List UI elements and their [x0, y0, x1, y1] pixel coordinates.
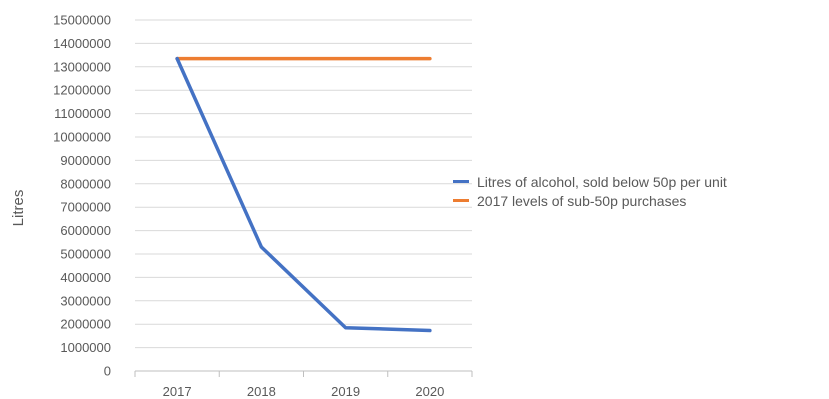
- y-axis-tick-labels: 0 1000000 2000000 3000000 4000000 5000000 6000…: [53, 13, 111, 379]
- y-axis-title: Litres: [10, 190, 27, 227]
- legend-item-series-1: Litres of alcohol, sold below 50p per un…: [453, 172, 727, 191]
- x-axis-tick-labels: 2017 2018 2019 2020: [163, 384, 445, 399]
- y-tick-label: 9000000: [60, 153, 111, 168]
- y-tick-label: 8000000: [60, 176, 111, 191]
- y-tick-label: 0: [104, 364, 111, 379]
- x-tick-label: 2018: [247, 384, 276, 399]
- y-tick-label: 2000000: [60, 317, 111, 332]
- x-tick-label: 2020: [415, 384, 444, 399]
- legend-swatch-series-2: [453, 199, 469, 202]
- legend-label-series-2: 2017 levels of sub-50p purchases: [477, 192, 687, 209]
- y-tick-label: 5000000: [60, 247, 111, 262]
- chart-legend: Litres of alcohol, sold below 50p per un…: [453, 172, 727, 210]
- y-tick-label: 3000000: [60, 293, 111, 308]
- legend-swatch-series-1: [453, 180, 469, 183]
- legend-label-series-1: Litres of alcohol, sold below 50p per un…: [477, 173, 727, 190]
- x-tick-label: 2019: [331, 384, 360, 399]
- y-tick-label: 4000000: [60, 270, 111, 285]
- y-tick-label: 13000000: [53, 59, 111, 74]
- series-line-1: [175, 56, 432, 333]
- y-tick-label: 1000000: [60, 340, 111, 355]
- x-tick-label: 2017: [163, 384, 192, 399]
- y-tick-label: 12000000: [53, 83, 111, 98]
- y-tick-label: 10000000: [53, 130, 111, 145]
- series-lines: [175, 56, 432, 333]
- y-tick-label: 7000000: [60, 200, 111, 215]
- legend-item-series-2: 2017 levels of sub-50p purchases: [453, 191, 727, 210]
- gridlines: [135, 19, 472, 349]
- y-tick-label: 14000000: [53, 36, 111, 51]
- y-tick-label: 11000000: [54, 106, 111, 121]
- x-axis: [134, 370, 473, 377]
- y-tick-label: 6000000: [60, 223, 111, 238]
- y-tick-label: 15000000: [53, 13, 111, 28]
